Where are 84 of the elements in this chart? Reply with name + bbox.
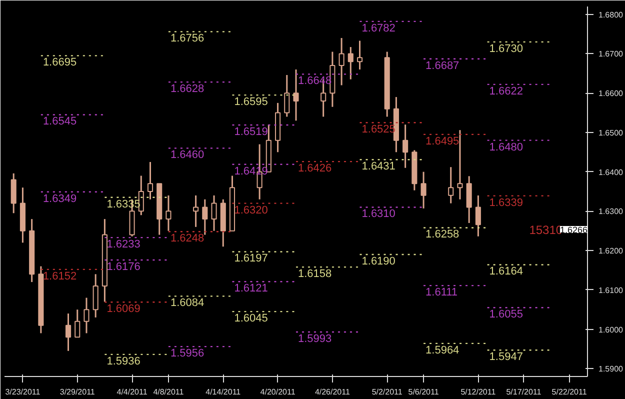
candlestick — [202, 198, 208, 236]
candlestick — [92, 273, 98, 318]
candlestick — [420, 171, 426, 210]
series-label: 1.6310 — [362, 208, 396, 220]
x-tick-label: 5/12/2011 — [460, 388, 496, 396]
x-tick-label: 3/23/2011 — [5, 388, 41, 396]
y-tick-label: 1.6100 — [598, 286, 624, 295]
x-tick-label: 5/17/2011 — [506, 388, 542, 396]
series-label: 1.6190 — [362, 255, 396, 268]
x-tick-label: 4/26/2011 — [314, 388, 350, 396]
candlestick — [84, 297, 90, 334]
y-tick-label: 1.6300 — [598, 207, 624, 216]
series-label: 1.6176 — [106, 260, 140, 273]
x-tick-label: 5/6/2011 — [408, 388, 440, 396]
series-label: 1.6756 — [170, 32, 204, 45]
series-label: 1.5993 — [298, 333, 332, 346]
y-tick-label: 1.6500 — [598, 128, 624, 138]
series-label: 1.6158 — [298, 268, 332, 280]
series-label: 1.6197 — [234, 252, 268, 265]
y-tick-label: 1.6000 — [598, 325, 624, 334]
series-label: 1.6339 — [489, 196, 523, 209]
candlestick — [356, 40, 363, 70]
series-label: 1.6782 — [362, 22, 396, 34]
candlestick — [466, 175, 472, 224]
candlestick — [348, 46, 354, 80]
candlestick — [475, 194, 481, 238]
series-label: 1.6431 — [362, 160, 396, 173]
series-label: 1.6320 — [234, 204, 268, 216]
x-tick-label: 4/8/2011 — [153, 388, 184, 396]
candlestick — [284, 74, 290, 118]
x-tick-label: 4/4/2011 — [116, 388, 148, 396]
series-label: 1.6545 — [42, 116, 77, 128]
series-label: 1.6495 — [426, 135, 460, 148]
y-tick-label: 1.6800 — [598, 10, 624, 20]
candlestick — [338, 37, 344, 86]
y-tick-label: 1.6400 — [598, 168, 624, 177]
series-label: 1.6233 — [106, 238, 140, 251]
series-label: 1.6121 — [234, 282, 268, 295]
series-label: 1.6426 — [298, 162, 332, 175]
candlestick — [147, 161, 154, 200]
series-label: 1.6055 — [489, 308, 523, 321]
candlestick — [65, 312, 72, 352]
series-label: 1.6084 — [170, 297, 204, 310]
series-label: 1.6628 — [170, 83, 204, 96]
series-label: 1.6248 — [170, 232, 204, 245]
series-label: 1.6519 — [234, 126, 268, 138]
y-tick-label: 1.6700 — [598, 50, 624, 59]
series-label: 1.6349 — [42, 192, 77, 205]
candlestick — [10, 172, 16, 214]
series-label: 1.6069 — [106, 303, 140, 316]
series-label: 1.6695 — [42, 56, 77, 69]
series-label: 1.5956 — [170, 348, 204, 360]
series-label: 1.6152 — [42, 270, 77, 282]
y-tick-label: 1.5900 — [598, 364, 624, 374]
series-label: 1.5936 — [106, 355, 140, 368]
candlestick — [211, 194, 217, 232]
candlestick — [293, 68, 299, 122]
series-label: 1.6622 — [489, 85, 523, 98]
x-tick-label: 3/29/2011 — [60, 388, 96, 396]
series-label: 1.6595 — [234, 96, 268, 108]
candlestick — [448, 166, 454, 204]
series-label: 1.5947 — [489, 351, 523, 364]
candlestick — [166, 194, 172, 232]
series-label: 1.5964 — [426, 344, 460, 356]
candlestick — [193, 194, 199, 228]
candlestick — [138, 175, 144, 216]
x-tick-label: 4/14/2011 — [206, 388, 242, 396]
series-label: 1.6687 — [426, 60, 460, 72]
series-label: 1.6045 — [234, 312, 268, 325]
x-tick-label: 5/22/2011 — [552, 388, 588, 396]
series-label: 1.6111 — [426, 286, 458, 299]
series-label: 1.6258 — [426, 228, 460, 241]
x-tick-label: 5/2/2011 — [372, 388, 403, 396]
x-tick-label: 4/20/2011 — [260, 388, 296, 396]
series-label: 1.6730 — [489, 42, 523, 55]
series-label: 1.6480 — [489, 141, 523, 154]
y-tick-label: 1.6600 — [598, 89, 624, 98]
candlestick — [457, 129, 463, 200]
series-label: 1.6164 — [489, 266, 523, 278]
annotation: 1.6266 — [560, 225, 588, 235]
series-label: 1.6460 — [170, 149, 204, 162]
candlestick — [74, 308, 80, 338]
y-tick-label: 1.6200 — [598, 246, 624, 256]
candlestick — [402, 124, 408, 169]
